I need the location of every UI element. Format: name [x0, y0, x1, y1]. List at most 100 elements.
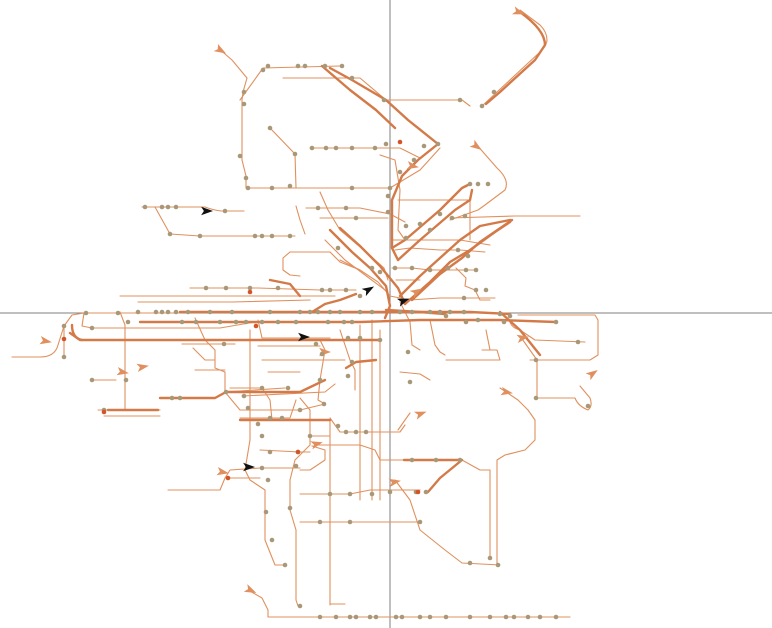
stop-dot-icon[interactable]: [387, 185, 393, 191]
stop-dot-icon[interactable]: [475, 317, 481, 323]
stop-dot-icon[interactable]: [285, 385, 291, 391]
stop-dot-icon[interactable]: [411, 157, 417, 163]
stop-dot-icon[interactable]: [443, 313, 449, 319]
stop-dot-icon[interactable]: [167, 231, 173, 237]
route-line-major[interactable]: [328, 66, 440, 262]
stop-dot-icon[interactable]: [495, 562, 501, 568]
stop-dot-icon[interactable]: [461, 309, 467, 315]
stop-dot-icon[interactable]: [307, 433, 313, 439]
stop-dot-icon[interactable]: [322, 63, 328, 69]
stop-dot-icon[interactable]: [115, 310, 121, 316]
stop-dot-icon[interactable]: [473, 287, 479, 293]
stop-dot-icon[interactable]: [511, 614, 517, 620]
stop-dot-icon[interactable]: [473, 267, 479, 273]
stop-dot-icon[interactable]: [347, 519, 353, 525]
stop-dot-icon[interactable]: [397, 169, 403, 175]
stop-dot-icon[interactable]: [537, 614, 543, 620]
stop-dot-icon[interactable]: [343, 205, 349, 211]
stop-dot-icon[interactable]: [259, 385, 265, 391]
stop-dot-icon[interactable]: [377, 269, 383, 275]
stop-dot-icon[interactable]: [385, 193, 391, 199]
stop-dot-icon[interactable]: [123, 377, 129, 383]
stop-dot-icon[interactable]: [327, 287, 333, 293]
arrowhead-icon[interactable]: [511, 6, 525, 15]
vehicle-arrow-icon[interactable]: [361, 286, 375, 297]
stop-dot-icon[interactable]: [302, 63, 308, 69]
stop-dot-icon[interactable]: [353, 429, 359, 435]
stop-dot-icon[interactable]: [433, 457, 439, 463]
route-line[interactable]: [391, 267, 477, 271]
stop-dot-icon[interactable]: [253, 323, 259, 329]
stop-dot-icon[interactable]: [455, 247, 461, 253]
stop-dot-icon[interactable]: [427, 227, 433, 233]
route-line[interactable]: [455, 267, 491, 301]
stop-dot-icon[interactable]: [61, 336, 67, 342]
route-line[interactable]: [167, 467, 301, 491]
route-line-major[interactable]: [402, 458, 464, 494]
stop-dot-icon[interactable]: [461, 295, 467, 301]
route-line[interactable]: [517, 314, 599, 361]
stop-dot-icon[interactable]: [159, 204, 165, 210]
stop-dot-icon[interactable]: [165, 204, 171, 210]
stop-dot-icon[interactable]: [325, 319, 331, 325]
stop-dot-icon[interactable]: [317, 614, 323, 620]
stop-dot-icon[interactable]: [293, 319, 299, 325]
stop-dot-icon[interactable]: [279, 415, 285, 421]
stop-dot-icon[interactable]: [423, 489, 429, 495]
arrowhead-icon[interactable]: [500, 387, 513, 396]
stop-dot-icon[interactable]: [501, 319, 507, 325]
stop-dot-icon[interactable]: [392, 265, 398, 271]
stop-dot-icon[interactable]: [417, 614, 423, 620]
route-line[interactable]: [154, 206, 296, 237]
stop-dot-icon[interactable]: [333, 145, 339, 151]
stop-dot-icon[interactable]: [339, 63, 345, 69]
stop-dot-icon[interactable]: [367, 614, 373, 620]
route-line-major[interactable]: [384, 308, 447, 316]
stop-dot-icon[interactable]: [319, 287, 325, 293]
route-line[interactable]: [485, 329, 491, 351]
stop-dot-icon[interactable]: [265, 477, 271, 483]
stop-dot-icon[interactable]: [165, 309, 171, 315]
route-line-major[interactable]: [498, 310, 542, 357]
stop-dot-icon[interactable]: [369, 309, 375, 315]
stop-dot-icon[interactable]: [323, 145, 329, 151]
stop-dot-icon[interactable]: [353, 215, 359, 221]
vehicle-arrow-icon[interactable]: [201, 206, 213, 216]
route-line-major[interactable]: [410, 218, 514, 302]
stop-dot-icon[interactable]: [61, 323, 67, 329]
stop-dot-icon[interactable]: [457, 97, 463, 103]
arrowhead-icon[interactable]: [116, 367, 129, 376]
stop-dot-icon[interactable]: [383, 141, 389, 147]
stop-dot-icon[interactable]: [349, 319, 355, 325]
stop-dot-icon[interactable]: [101, 409, 107, 415]
stop-dot-icon[interactable]: [282, 562, 288, 568]
route-line-major[interactable]: [310, 292, 358, 314]
stop-dot-icon[interactable]: [357, 309, 363, 315]
stop-dot-icon[interactable]: [343, 429, 349, 435]
stop-dot-icon[interactable]: [269, 185, 275, 191]
stop-dot-icon[interactable]: [179, 319, 185, 325]
stop-dot-icon[interactable]: [437, 309, 443, 315]
stop-dot-icon[interactable]: [260, 67, 266, 73]
stop-dot-icon[interactable]: [259, 319, 265, 325]
stop-dot-icon[interactable]: [125, 319, 131, 325]
stop-dot-icon[interactable]: [295, 449, 301, 455]
arrowhead-icon[interactable]: [39, 336, 52, 345]
stop-dot-icon[interactable]: [347, 614, 353, 620]
stop-dot-icon[interactable]: [357, 335, 363, 341]
stop-dot-icon[interactable]: [193, 319, 199, 325]
stop-dot-icon[interactable]: [61, 354, 67, 360]
stop-dot-icon[interactable]: [463, 319, 469, 325]
stop-dot-icon[interactable]: [373, 614, 379, 620]
stop-dot-icon[interactable]: [297, 407, 303, 413]
route-line-major[interactable]: [338, 226, 407, 306]
stop-dot-icon[interactable]: [267, 449, 273, 455]
stop-dot-icon[interactable]: [417, 221, 423, 227]
stop-dot-icon[interactable]: [421, 143, 427, 149]
stop-dot-icon[interactable]: [437, 211, 443, 217]
route-line[interactable]: [289, 397, 311, 607]
stop-dot-icon[interactable]: [259, 433, 265, 439]
arrowhead-icon[interactable]: [243, 584, 257, 593]
stop-dot-icon[interactable]: [479, 103, 485, 109]
